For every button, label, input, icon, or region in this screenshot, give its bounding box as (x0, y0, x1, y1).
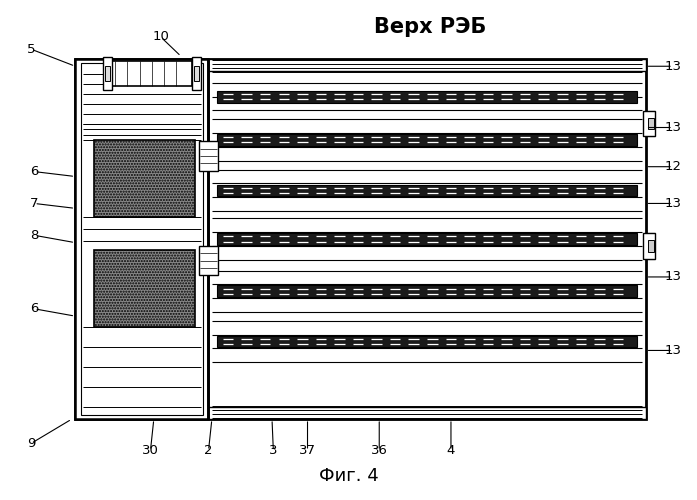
Bar (112, 61, 192, 86)
Bar (194, 66, 199, 81)
Text: 4: 4 (447, 444, 455, 458)
Bar (81, 63, 203, 415)
Text: 2: 2 (204, 444, 213, 458)
Bar (217, 336, 637, 347)
Bar (643, 111, 655, 136)
Text: 37: 37 (299, 444, 316, 458)
Text: 7: 7 (30, 197, 38, 210)
Text: 13: 13 (664, 344, 682, 357)
Bar (199, 142, 218, 171)
Text: 3: 3 (269, 444, 277, 458)
Text: 30: 30 (142, 444, 159, 458)
Text: Фиг. 4: Фиг. 4 (319, 468, 378, 485)
Bar (217, 184, 637, 196)
Text: 13: 13 (664, 197, 682, 210)
Bar (75, 59, 645, 419)
Text: 5: 5 (26, 42, 35, 56)
Text: 13: 13 (664, 270, 682, 283)
Text: 8: 8 (30, 229, 38, 242)
Text: 36: 36 (371, 444, 388, 458)
Text: 12: 12 (664, 160, 682, 173)
Bar (75, 59, 645, 71)
Text: 13: 13 (664, 121, 682, 134)
Bar (103, 57, 112, 90)
Bar (648, 118, 654, 130)
Bar (648, 240, 654, 252)
Bar (217, 91, 637, 102)
Text: 13: 13 (664, 60, 682, 72)
Text: 9: 9 (26, 437, 35, 450)
Text: Верх РЭБ: Верх РЭБ (374, 16, 487, 36)
Bar (75, 59, 208, 419)
Bar (75, 407, 645, 419)
Text: 10: 10 (152, 30, 169, 44)
Bar (643, 234, 655, 259)
Text: 6: 6 (30, 302, 38, 316)
Bar (94, 140, 195, 218)
Bar (217, 134, 637, 146)
Bar (105, 66, 110, 81)
Text: 6: 6 (30, 165, 38, 178)
Bar (192, 57, 201, 90)
Bar (217, 286, 637, 297)
Bar (94, 250, 195, 327)
Bar (199, 246, 218, 276)
Bar (217, 233, 637, 245)
